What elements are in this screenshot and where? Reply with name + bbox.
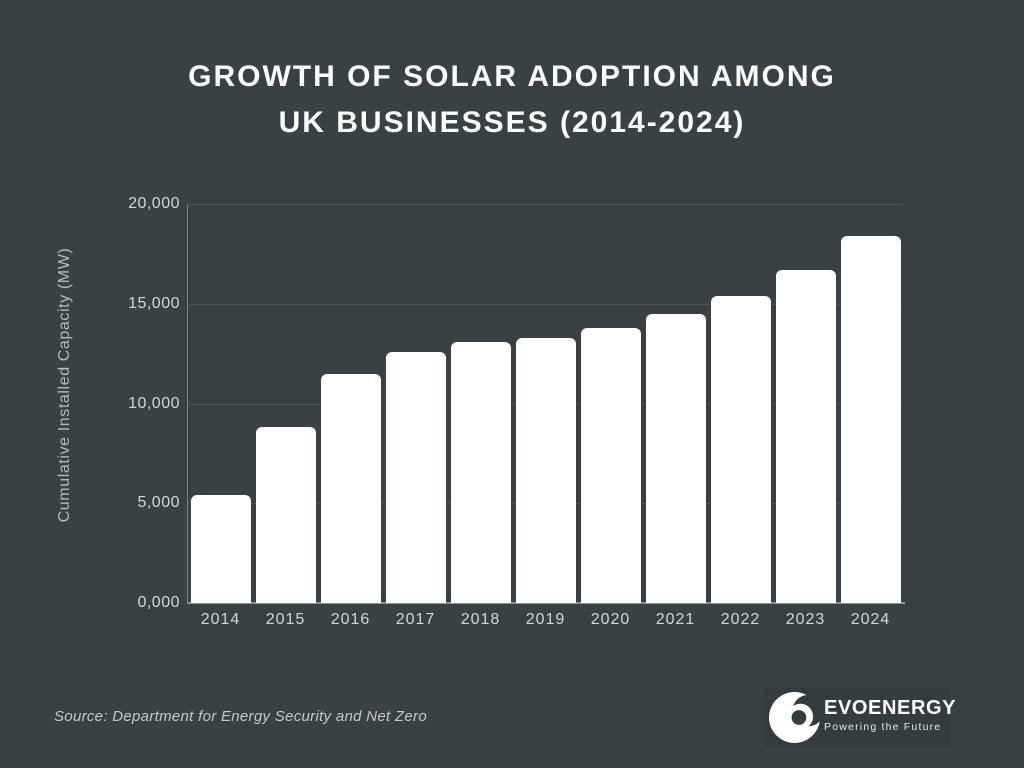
chart-title: GROWTH OF SOLAR ADOPTION AMONG UK BUSINE… <box>0 54 1024 146</box>
y-tick-label-15000: 15,000 <box>128 294 180 312</box>
bar-2023 <box>775 269 836 603</box>
bar-2021 <box>645 313 706 603</box>
x-tick-label-2019: 2019 <box>525 611 566 628</box>
y-axis-title: Cumulative Installed Capacity (MW) <box>56 247 73 523</box>
bar-2017 <box>385 351 446 603</box>
logo-tagline: Powering the Future <box>824 721 942 733</box>
bar-2024 <box>840 235 901 603</box>
x-tick-label-2017: 2017 <box>395 611 436 628</box>
x-tick-label-2021: 2021 <box>655 611 696 628</box>
chart-title-line-1: GROWTH OF SOLAR ADOPTION AMONG <box>188 60 836 93</box>
x-axis-line <box>187 602 905 604</box>
source-note: Source: Department for Energy Security a… <box>54 708 427 725</box>
y-tick-label-5000: 5,000 <box>137 494 180 512</box>
x-tick-label-2014: 2014 <box>200 611 241 628</box>
logo-text: EVOENERGY Powering the Future <box>824 697 957 733</box>
y-axis-line <box>187 204 188 603</box>
y-tick-label-10000: 10,000 <box>128 394 180 412</box>
x-tick-label-2015: 2015 <box>265 611 306 628</box>
x-tick-label-2022: 2022 <box>720 611 761 628</box>
logo-wordmark: EVOENERGY <box>824 697 957 719</box>
bar-2015 <box>255 427 316 603</box>
x-tick-label-2023: 2023 <box>785 611 826 628</box>
bar-2020 <box>580 327 641 603</box>
y-tick-label-0: 0,000 <box>137 594 180 611</box>
bar-2019 <box>515 337 576 603</box>
gridline-20000 <box>188 204 903 205</box>
bar-2016 <box>320 373 381 603</box>
bar-2014 <box>190 495 251 603</box>
logo-plate: EVOENERGY Powering the Future <box>764 688 957 747</box>
x-tick-label-2024: 2024 <box>850 611 891 628</box>
bar-2022 <box>710 295 771 603</box>
x-tick-label-2016: 2016 <box>330 611 371 628</box>
y-tick-label-20000: 20,000 <box>128 195 180 212</box>
bar-2018 <box>450 341 511 603</box>
x-tick-label-2018: 2018 <box>460 611 501 628</box>
gridline-15000 <box>188 303 903 305</box>
x-tick-label-2020: 2020 <box>590 611 631 628</box>
evoenergy-logo-icon <box>769 692 820 743</box>
chart-title-line-2: UK BUSINESSES (2014-2024) <box>278 106 746 139</box>
